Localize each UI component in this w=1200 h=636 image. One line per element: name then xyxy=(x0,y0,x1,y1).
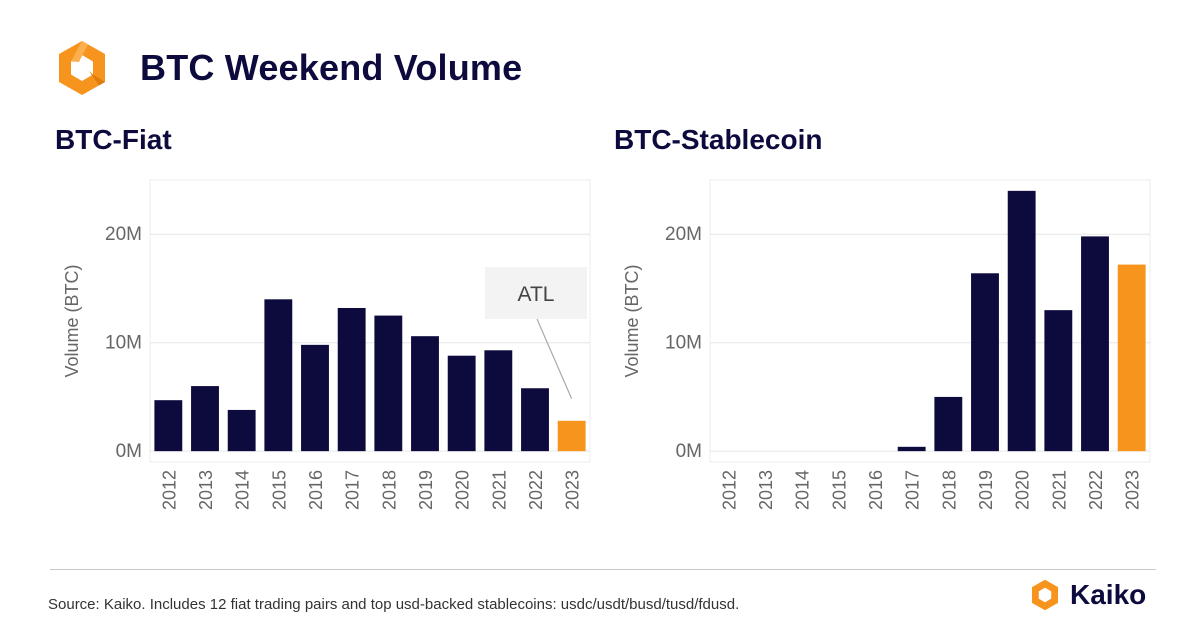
y-tick-label: 0M xyxy=(116,441,142,462)
x-tick-label: 2017 xyxy=(343,470,363,510)
x-tick-label: 2020 xyxy=(1013,470,1033,510)
x-tick-label: 2023 xyxy=(1123,470,1143,510)
annotation-leader xyxy=(536,318,573,400)
y-axis-label: Volume (BTC) xyxy=(62,264,82,377)
brand-name: Kaiko xyxy=(1070,579,1147,610)
x-tick-label: 2021 xyxy=(1049,470,1069,510)
bar-2015 xyxy=(264,299,293,452)
bar-2019 xyxy=(971,273,999,452)
footer-divider xyxy=(50,569,1156,570)
x-tick-label: 2016 xyxy=(866,470,886,510)
bar-2022 xyxy=(1081,236,1109,452)
header: BTC Weekend Volume xyxy=(52,38,522,98)
bar-2023 xyxy=(557,420,586,452)
y-tick-label: 20M xyxy=(665,224,702,245)
x-tick-label: 2013 xyxy=(196,470,216,510)
bar-chart-stablecoin: 0M 10M 20M Volume (BTC) 2012 2013 2014 2015 2016… xyxy=(622,179,1151,510)
bar-2014 xyxy=(227,409,256,452)
x-tick-label: 2018 xyxy=(379,470,399,510)
x-tick-label: 2020 xyxy=(453,470,473,510)
x-tick-label: 2015 xyxy=(829,470,849,510)
bar-2018 xyxy=(374,315,403,452)
bar-2017 xyxy=(897,446,926,452)
x-tick-label: 2016 xyxy=(306,470,326,510)
x-tick-label: 2022 xyxy=(1086,470,1106,510)
plot-frame xyxy=(709,179,1151,463)
x-tick-label: 2019 xyxy=(416,470,436,510)
brand: Kaiko xyxy=(1028,578,1146,612)
x-tick-label: 2019 xyxy=(976,470,996,510)
source-note: Source: Kaiko. Includes 12 fiat trading … xyxy=(48,596,740,613)
x-tick-label: 2014 xyxy=(793,470,813,510)
x-tick-label: 2022 xyxy=(526,470,546,510)
x-tick-label: 2014 xyxy=(233,470,253,510)
bar-2019 xyxy=(411,336,439,452)
bar-2020 xyxy=(447,355,476,452)
x-tick-label: 2021 xyxy=(489,470,509,510)
bar-2022 xyxy=(521,388,549,452)
bar-2017 xyxy=(337,307,366,452)
kaiko-brand-icon xyxy=(1031,579,1059,611)
kaiko-logo-icon xyxy=(59,41,105,95)
annotation-label: ATL xyxy=(518,283,555,306)
annotation-box xyxy=(485,267,587,319)
plot-frame xyxy=(149,179,591,463)
x-tick-label: 2012 xyxy=(719,470,739,510)
x-tick-label: 2013 xyxy=(756,470,776,510)
y-tick-label: 10M xyxy=(665,333,702,354)
x-tick-label: 2023 xyxy=(563,470,583,510)
chart-title-stablecoin: BTC-Stablecoin xyxy=(614,124,823,155)
bar-2020 xyxy=(1007,190,1036,452)
x-tick-label: 2018 xyxy=(939,470,959,510)
bar-2013 xyxy=(191,386,219,452)
y-axis-label: Volume (BTC) xyxy=(622,264,642,377)
chart-title-fiat: BTC-Fiat xyxy=(55,124,172,155)
x-tick-label: 2012 xyxy=(159,470,179,510)
bar-2012 xyxy=(154,400,183,452)
bar-2021 xyxy=(484,350,513,452)
y-tick-label: 0M xyxy=(676,441,702,462)
bar-2018 xyxy=(934,396,963,452)
bar-chart-fiat: 0M 10M 20M Volume (BTC) 2012 2013 2014 2015 2016… xyxy=(62,179,591,510)
bar-2021 xyxy=(1044,310,1073,452)
page-title: BTC Weekend Volume xyxy=(140,47,523,88)
y-tick-label: 20M xyxy=(105,224,142,245)
y-tick-label: 10M xyxy=(105,333,142,354)
bar-2016 xyxy=(301,344,329,452)
x-tick-label: 2017 xyxy=(903,470,923,510)
bar-2023 xyxy=(1117,264,1146,452)
x-tick-label: 2015 xyxy=(269,470,289,510)
